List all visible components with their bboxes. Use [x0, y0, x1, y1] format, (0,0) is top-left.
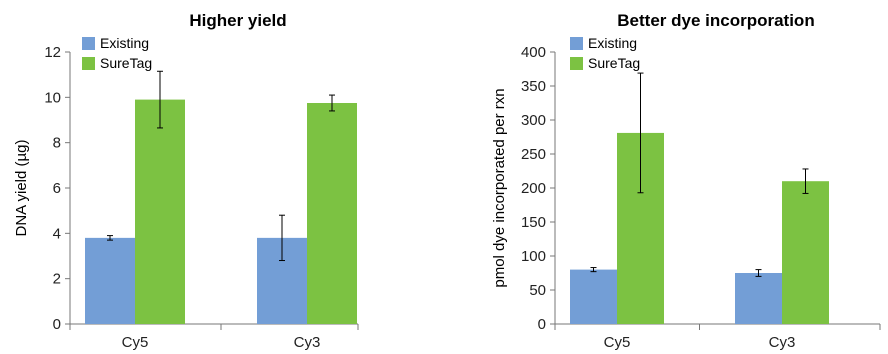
chart-title: Higher yield — [189, 11, 286, 30]
bar-suretag-cy5 — [135, 99, 185, 324]
legend-swatch-suretag — [570, 57, 583, 70]
y-axis-label: DNA yield (µg) — [13, 139, 30, 236]
y-tick-label: 0 — [538, 316, 546, 333]
x-category-label: Cy3 — [769, 334, 796, 351]
y-tick-label: 6 — [53, 180, 61, 197]
y-tick-label: 0 — [53, 316, 61, 333]
legend-label-existing: Existing — [100, 35, 149, 51]
legend-swatch-suretag — [82, 57, 95, 70]
chart-2: Better dye incorporation 0 50 100 150 200 250 3… — [491, 11, 881, 351]
y-tick-label: 10 — [44, 89, 61, 106]
legend-label-suretag: SureTag — [588, 55, 640, 71]
bar-existing-cy3 — [735, 273, 782, 324]
legend-label-suretag: SureTag — [100, 55, 152, 71]
chart-title: Better dye incorporation — [617, 11, 814, 30]
x-category-label: Cy5 — [604, 334, 631, 351]
legend-swatch-existing — [570, 37, 583, 50]
bar-existing-cy5 — [85, 237, 135, 324]
x-category-label: Cy5 — [122, 334, 149, 351]
y-tick-label: 200 — [521, 180, 546, 197]
legend-swatch-existing — [82, 37, 95, 50]
y-tick-label: 400 — [521, 44, 546, 61]
y-tick-label: 250 — [521, 146, 546, 163]
legend-label-existing: Existing — [588, 35, 637, 51]
bar-suretag-cy3 — [307, 103, 357, 324]
x-category-label: Cy3 — [294, 334, 321, 351]
bar-existing-cy5 — [570, 269, 617, 324]
y-tick-label: 4 — [53, 225, 61, 242]
y-tick-label: 50 — [529, 282, 546, 299]
y-tick-label: 150 — [521, 214, 546, 231]
y-axis-label: pmol dye incorporated per rxn — [491, 88, 508, 287]
y-tick-label: 350 — [521, 78, 546, 95]
bar-suretag-cy3 — [782, 181, 829, 324]
chart-1: Higher yield 0 2 4 6 8 10 12 DNA yield (µg) Cy5 Cy… — [13, 11, 359, 351]
y-tick-label: 8 — [53, 135, 61, 152]
y-tick-label: 12 — [44, 44, 61, 61]
y-tick-label: 300 — [521, 112, 546, 129]
y-tick-label: 100 — [521, 248, 546, 265]
y-tick-label: 2 — [53, 271, 61, 288]
